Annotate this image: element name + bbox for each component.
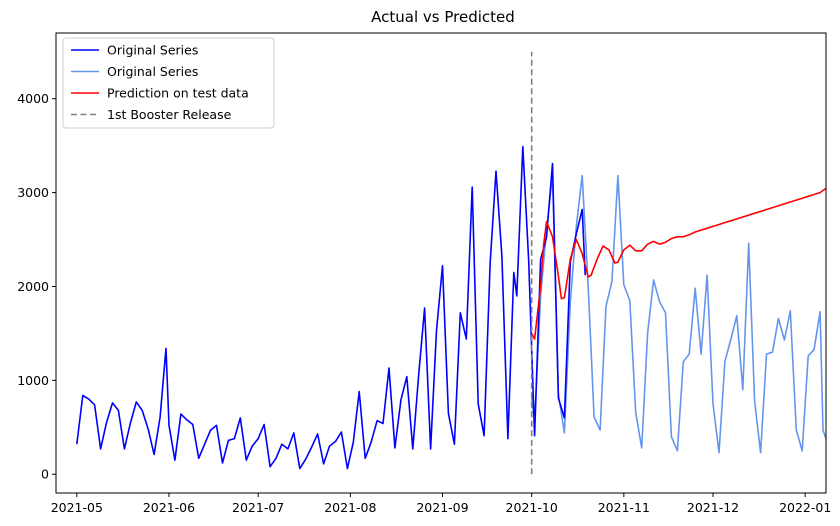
y-tick-label-4: 4000 xyxy=(17,91,49,106)
legend: Original Series Original Series Prediction… xyxy=(62,37,275,129)
y-tick-label-2: 2000 xyxy=(17,279,49,294)
legend-prediction-label: Prediction on test data xyxy=(107,86,249,101)
x-tick-label-3: 2021-08 xyxy=(324,500,376,515)
x-tick-label-7: 2021-12 xyxy=(687,500,739,515)
legend-original-light-label: Original Series xyxy=(107,64,198,79)
series-original-light-line xyxy=(530,174,827,454)
x-tick-label-1: 2021-06 xyxy=(143,500,195,515)
series-prediction-line xyxy=(530,187,827,340)
x-tick-label-5: 2021-10 xyxy=(506,500,558,515)
chart-title: Actual vs Predicted xyxy=(371,8,515,26)
plot-frame xyxy=(55,32,827,494)
legend-box xyxy=(62,37,275,129)
series-original-dark-line xyxy=(76,145,586,470)
axes-layer: 2021-05 2021-06 2021-07 2021-08 2021-09 2021-… xyxy=(17,32,831,515)
x-tick-label-6: 2021-11 xyxy=(598,500,650,515)
y-tick-label-1: 1000 xyxy=(17,373,49,388)
legend-original-dark-label: Original Series xyxy=(107,43,198,58)
legend-booster-release-label: 1st Booster Release xyxy=(107,107,232,122)
series-layer xyxy=(76,51,827,475)
y-tick-label-0: 0 xyxy=(41,467,49,482)
x-tick-label-8: 2022-01 xyxy=(779,500,831,515)
x-tick-label-4: 2021-09 xyxy=(416,500,468,515)
x-tick-label-0: 2021-05 xyxy=(51,500,103,515)
y-tick-label-3: 3000 xyxy=(17,185,49,200)
x-tick-label-2: 2021-07 xyxy=(232,500,284,515)
